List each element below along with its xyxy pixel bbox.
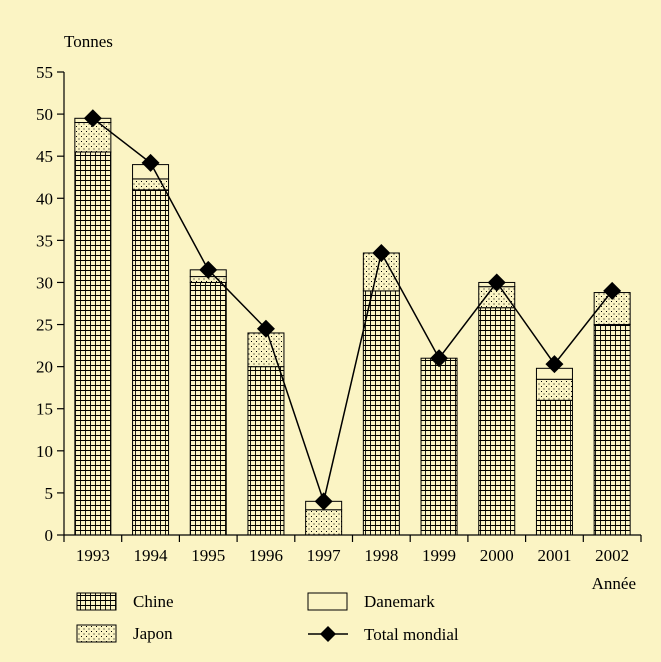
bar-japon-1996 bbox=[247, 332, 285, 368]
x-tick-label: 1998 bbox=[364, 546, 398, 565]
x-tick-label: 1994 bbox=[134, 546, 169, 565]
total-marker-1994 bbox=[141, 153, 160, 172]
legend-label-chine: Chine bbox=[133, 592, 174, 611]
bar-chine-2001 bbox=[535, 399, 573, 536]
bar-chine-1993 bbox=[74, 151, 112, 536]
y-tick-label: 15 bbox=[36, 400, 53, 419]
total-marker-1998 bbox=[372, 243, 391, 262]
bar-japon-1994 bbox=[132, 178, 170, 191]
bar-chine-2000 bbox=[478, 307, 516, 536]
total-marker-2000 bbox=[487, 273, 506, 292]
y-tick-label: 30 bbox=[36, 273, 53, 292]
x-tick-label: 1999 bbox=[422, 546, 456, 565]
y-tick-label: 10 bbox=[36, 442, 53, 461]
x-tick-label: 1993 bbox=[76, 546, 110, 565]
legend-marker-total bbox=[320, 626, 336, 642]
y-tick-label: 40 bbox=[36, 189, 53, 208]
y-tick-label: 20 bbox=[36, 358, 53, 377]
bar-japon-2001 bbox=[535, 378, 573, 401]
x-axis-label: Année bbox=[592, 574, 636, 593]
bar-chine-1999 bbox=[420, 357, 458, 536]
y-tick-label: 55 bbox=[36, 63, 53, 82]
legend-label-total: Total mondial bbox=[364, 625, 459, 644]
total-marker-1995 bbox=[199, 260, 218, 279]
total-marker-1993 bbox=[83, 109, 102, 128]
bars bbox=[74, 117, 631, 536]
x-tick-label: 1997 bbox=[307, 546, 342, 565]
legend: Chine Danemark Japon Total mondial bbox=[76, 592, 459, 644]
x-tick-label: 2002 bbox=[595, 546, 629, 565]
legend-swatch-danemark bbox=[307, 592, 348, 611]
legend-label-danemark: Danemark bbox=[364, 592, 435, 611]
legend-swatch-chine bbox=[76, 592, 117, 611]
bar-chine-1995 bbox=[189, 281, 227, 536]
bar-chine-1994 bbox=[132, 189, 170, 536]
total-marker-1997 bbox=[314, 492, 333, 511]
legend-swatch-japon bbox=[76, 624, 117, 643]
legend-label-japon: Japon bbox=[133, 624, 173, 643]
x-tick-label: 2000 bbox=[480, 546, 514, 565]
bar-japon-1997 bbox=[305, 509, 343, 536]
x-tick-label: 2001 bbox=[537, 546, 571, 565]
y-axis-label: Tonnes bbox=[64, 32, 113, 51]
y-tick-label: 25 bbox=[36, 316, 53, 335]
total-line bbox=[92, 117, 613, 505]
bar-chine-1996 bbox=[247, 366, 285, 536]
total-marker-2001 bbox=[545, 355, 564, 374]
y-tick-label: 0 bbox=[45, 526, 54, 545]
bar-chine-1998 bbox=[362, 290, 400, 536]
x-tick-label: 1996 bbox=[249, 546, 283, 565]
y-tick-label: 35 bbox=[36, 231, 53, 250]
total-marker-1999 bbox=[430, 349, 449, 368]
total-marker-1996 bbox=[256, 319, 275, 338]
y-tick-label: 5 bbox=[45, 484, 54, 503]
total-line-group bbox=[83, 109, 622, 511]
total-marker-2002 bbox=[603, 281, 622, 300]
bar-chine-2002 bbox=[593, 324, 631, 536]
y-tick-label: 45 bbox=[36, 147, 53, 166]
y-axis: 0 5 10 15 20 25 30 35 40 45 50 55 bbox=[36, 63, 65, 545]
y-tick-label: 50 bbox=[36, 105, 53, 124]
x-axis: 1993 1994 1995 1996 1997 1998 1999 2000 2001 2002 bbox=[63, 534, 642, 565]
x-tick-label: 1995 bbox=[191, 546, 225, 565]
